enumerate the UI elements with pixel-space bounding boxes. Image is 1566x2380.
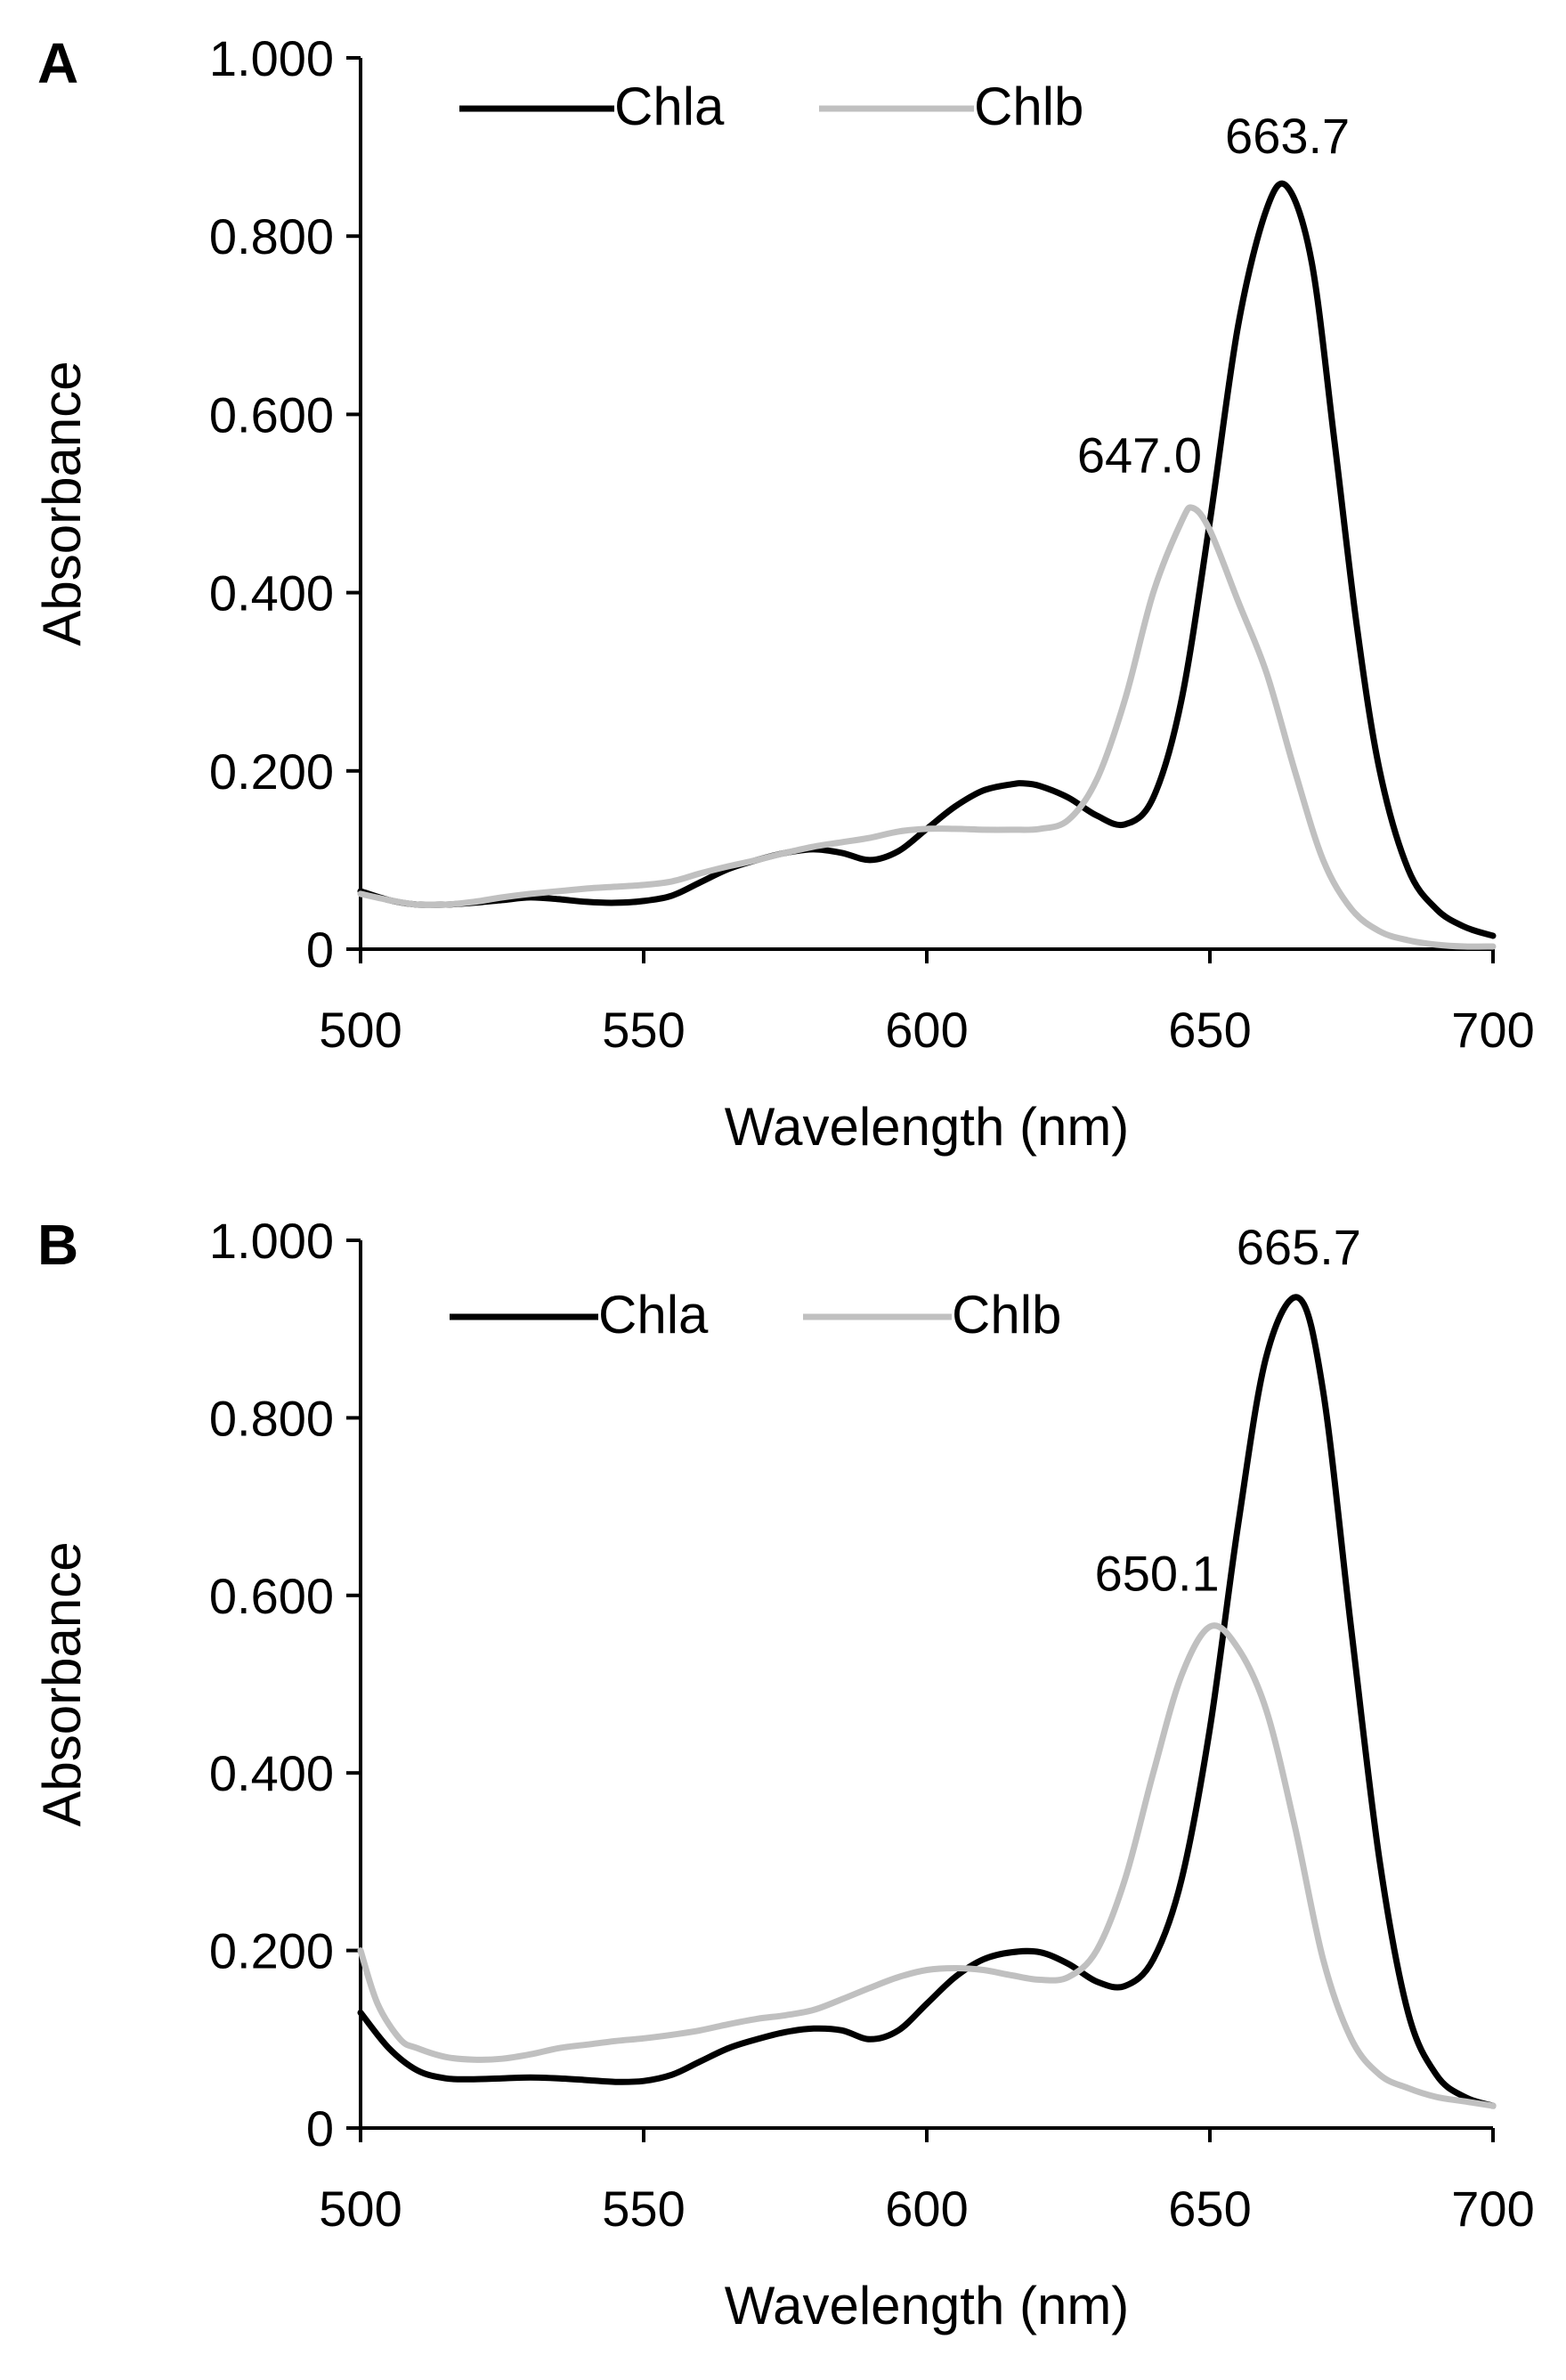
- y-tick-label: 0: [306, 2100, 334, 2157]
- x-tick-label: 700: [1451, 1002, 1534, 1058]
- y-tick-label: 0.600: [209, 1568, 334, 1624]
- chart-panel-a: A 0 0.200 0.400 0.600 0.800 1.000 500 550 600 650 7…: [32, 30, 1535, 1157]
- y-axis-title: Absorbance: [32, 361, 92, 646]
- y-tick-label: 0.800: [209, 1390, 334, 1446]
- x-tick-label: 600: [885, 1002, 968, 1058]
- peak-label: 647.0: [1077, 427, 1202, 483]
- x-tick-label: 650: [1168, 2181, 1251, 2237]
- y-tick-label: 0.800: [209, 208, 334, 264]
- panel-letter: A: [37, 31, 78, 95]
- y-tick-label: 0.400: [209, 1745, 334, 1801]
- series-line-chlb: [357, 1622, 1497, 2109]
- y-tick-label: 0.400: [209, 565, 334, 621]
- x-tick-label: 550: [602, 1002, 685, 1058]
- x-tick-label: 700: [1451, 2181, 1534, 2237]
- y-axis-title: Absorbance: [32, 1541, 92, 1826]
- x-axis-title: Wavelength (nm): [725, 1097, 1130, 1157]
- x-axis-title: Wavelength (nm): [725, 2276, 1130, 2335]
- y-tick-label: 0.200: [209, 743, 334, 800]
- series-line-chla: [357, 1294, 1497, 2109]
- legend-label-chla: Chla: [614, 77, 725, 136]
- peak-label: 663.7: [1225, 108, 1350, 164]
- peak-label: 665.7: [1237, 1219, 1361, 1275]
- legend-label-chla: Chla: [598, 1285, 709, 1344]
- y-tick-label: 0: [306, 922, 334, 978]
- y-tick-label: 1.000: [209, 1213, 334, 1269]
- chart-panel-b: B 0 0.200 0.400 0.600 0.800 1.000 500 550 600 650 7…: [32, 1213, 1535, 2335]
- legend-label-chlb: Chlb: [974, 77, 1083, 136]
- x-tick-label: 650: [1168, 1002, 1251, 1058]
- x-tick-label: 550: [602, 2181, 685, 2237]
- panel-letter: B: [37, 1213, 78, 1277]
- x-tick-label: 500: [319, 2181, 402, 2237]
- x-tick-label: 600: [885, 2181, 968, 2237]
- legend-label-chlb: Chlb: [952, 1285, 1061, 1344]
- y-tick-label: 0.200: [209, 1923, 334, 1979]
- x-tick-label: 500: [319, 1002, 402, 1058]
- series-line-chlb: [357, 504, 1497, 950]
- peak-label: 650.1: [1095, 1546, 1220, 1602]
- y-tick-label: 0.600: [209, 386, 334, 443]
- series-line-chla: [357, 180, 1497, 939]
- y-tick-label: 1.000: [209, 30, 334, 86]
